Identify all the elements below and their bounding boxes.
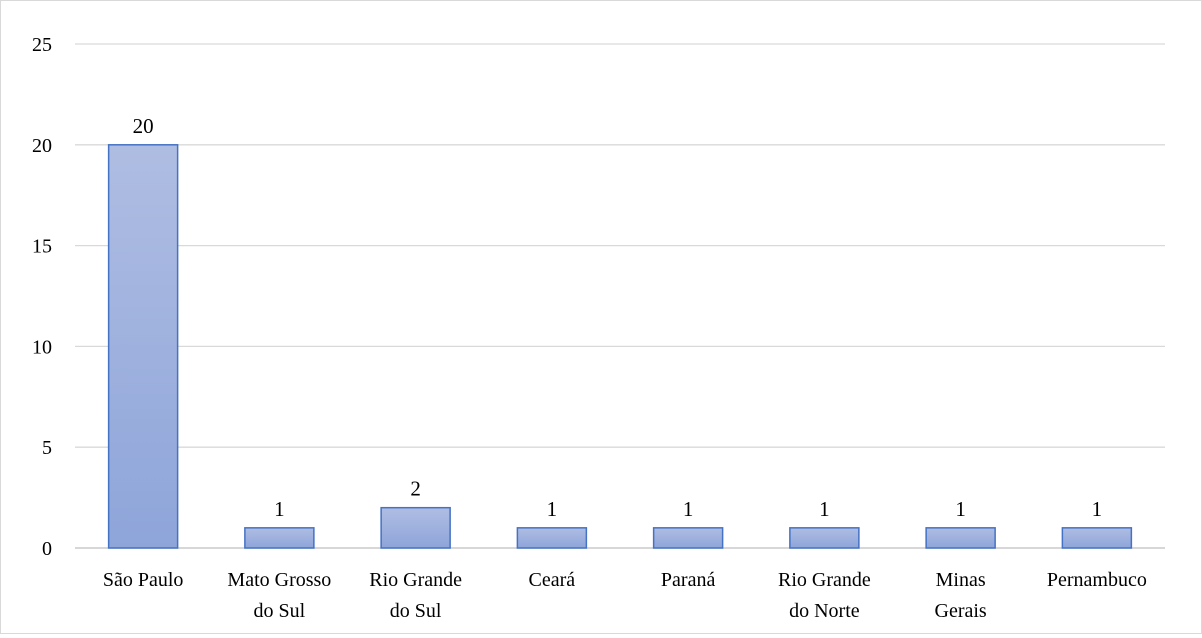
y-tick-label: 20	[32, 135, 52, 157]
bar	[516, 527, 588, 549]
x-category-label: Pernambuco	[1047, 569, 1147, 591]
bar	[380, 506, 451, 549]
x-category-label: Rio Grande do Norte	[778, 569, 871, 622]
data-label: 20	[133, 114, 154, 138]
bars	[107, 144, 1133, 549]
y-tick-label: 15	[32, 236, 52, 258]
x-category-label: São Paulo	[103, 569, 184, 591]
x-category-label: Ceará	[529, 569, 576, 591]
bar	[244, 527, 315, 549]
y-tick-label: 5	[42, 437, 52, 459]
data-label: 1	[547, 497, 558, 521]
y-tick-label: 0	[42, 538, 52, 560]
y-axis-ticks: 0 5 10 15 20 25	[32, 34, 52, 560]
x-category-label: Paraná	[661, 569, 716, 591]
x-category-label: Rio Grande do Sul	[369, 569, 462, 622]
x-category-label: Minas Gerais	[935, 569, 987, 622]
data-labels: 20 1 2 1 1 1 1 1	[133, 114, 1103, 521]
data-label: 2	[410, 477, 421, 501]
data-label: 1	[683, 497, 694, 521]
bar	[652, 527, 724, 549]
data-label: 1	[955, 497, 966, 521]
data-label: 1	[1092, 497, 1103, 521]
bar	[925, 527, 996, 549]
y-tick-label: 10	[32, 336, 52, 358]
bar	[789, 527, 860, 549]
bar	[1061, 527, 1133, 549]
x-category-label: Mato Grosso do Sul	[227, 569, 331, 622]
gridlines	[75, 43, 1165, 549]
y-tick-label: 25	[32, 34, 52, 56]
data-label: 1	[819, 497, 830, 521]
bar	[107, 144, 179, 549]
x-axis-categories: São Paulo Mato Grosso do Sul Rio Grande do S…	[103, 569, 1147, 622]
data-label: 1	[274, 497, 285, 521]
